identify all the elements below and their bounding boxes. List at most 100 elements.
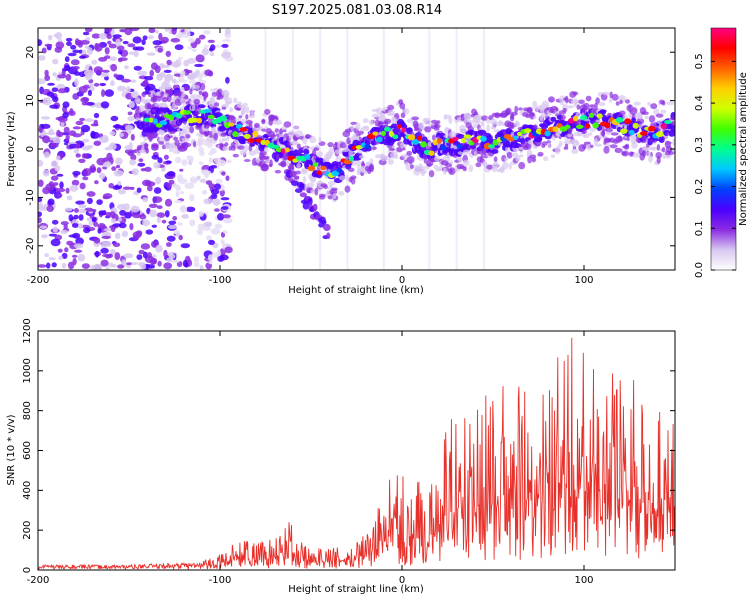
spectrogram-blob [98,32,108,40]
spectrogram-blob [166,59,172,66]
spectrogram-halo [598,101,606,107]
spectrogram-blob [140,168,147,172]
spectrogram-hotspot [624,118,632,125]
spectrogram-halo [448,117,453,125]
spectrogram-halo [302,136,308,145]
spectrogram-hotspot [401,127,406,133]
spectrogram-blob [111,166,117,171]
spectrogram-halo [313,147,320,152]
spectrogram-blob [65,187,70,194]
spectrogram-halo [212,126,216,134]
spectrogram-image [38,28,675,270]
spectrogram-hotspot [589,112,595,118]
spectrogram-hotspot [428,150,435,156]
spectrogram-halo [197,140,203,147]
spectrogram-blob [38,55,46,61]
spectrogram-halo [434,124,441,129]
snr-x-ticks: -200 -100 0 100 [27,331,594,586]
spectrogram-halo [242,102,248,107]
spectrogram-blob [142,251,148,259]
spectrogram-halo [585,95,592,102]
spectrogram-hotspot [284,147,290,153]
spectrogram-hotspot [580,115,588,121]
spectrogram-halo [220,132,228,137]
spectrogram-blob [42,169,50,177]
spectrogram-halo [670,116,675,121]
spectrogram-halo [608,98,613,103]
spectrogram-blob [153,89,161,92]
spectrogram-blob [152,40,163,46]
spectrogram-blob [50,142,59,148]
spectrogram-hotspot [396,124,403,129]
spectrogram-blob [74,71,81,76]
spectrogram-blob [101,89,106,97]
spectrogram-halo [436,120,441,124]
spectrogram-hotspot [460,138,467,143]
spectrogram-blob [118,189,126,195]
spectrogram-halo [179,98,188,104]
spectrogram-halo [543,104,550,108]
spectrogram-blob [100,247,109,254]
spectrogram-halo [581,128,587,134]
spectrogram-blob [148,203,158,208]
spectrogram-halo [181,137,190,143]
spectrogram-halo [406,118,412,124]
spectrogram-halo [625,143,629,147]
spectrogram-halo [480,120,485,127]
spectrogram-blob [224,246,233,254]
spectrogram-blob [164,84,172,90]
spectrogram-halo [468,164,474,173]
spectrogram-halo [609,144,618,149]
spectrogram-blob [40,116,51,120]
spectrogram-halo [341,147,350,153]
spectrogram-halo [237,145,246,150]
spectrogram-branch [294,175,300,180]
spectrogram-core [197,104,206,109]
spectrogram-branch [312,203,318,212]
spectrogram-blob [132,36,142,44]
spectrogram-blob [52,226,58,233]
spectrogram-hotspot [228,122,235,127]
spectrogram-blob [207,254,214,262]
spectrogram-blob [158,32,163,41]
spectrogram-blob [129,223,134,231]
spectrogram-y-tick-label: 10 [25,94,36,107]
spectrogram-blob [75,153,81,158]
spectrogram-blob [189,219,196,227]
spectrogram-blob [159,72,166,78]
spectrogram-hotspot [316,170,323,175]
spectrogram-blob [100,241,108,250]
spectrogram-halo [486,124,490,133]
spectrogram-blob [124,212,132,219]
spectrogram-blob [44,69,49,77]
spectrogram-blob [60,229,69,235]
spectrogram-blob [66,195,73,201]
spectrogram-halo [462,159,470,166]
spectrogram-blob [65,37,73,42]
spectrogram-core [214,112,223,118]
spectrogram-blob [222,39,232,42]
spectrogram-halo [518,154,524,158]
spectrogram-halo [318,193,326,198]
spectrogram-hotspot [208,114,215,120]
spectrogram-halo [198,90,203,96]
spectrogram-halo [647,151,651,156]
spectrogram-blob [108,183,114,189]
spectrogram-hotspot [628,129,635,136]
spectrogram-halo [636,118,645,125]
spectrogram-blob [44,253,49,258]
spectrogram-blob [102,157,109,163]
spectrogram-blob [112,264,117,268]
spectrogram-blob [97,223,106,230]
spectrogram-halo [350,121,358,125]
spectrogram-halo [603,146,610,154]
spectrogram-blob [132,213,142,219]
spectrogram-blob [38,217,42,224]
spectrogram-blob [140,263,147,270]
spectrogram-hotspot [572,115,579,122]
spectrogram-x-tick-label: -100 [209,275,232,286]
spectrogram-blob [163,69,172,73]
spectrogram-halo [532,100,538,109]
spectrogram-blob [166,182,172,189]
spectrogram-hotspot [596,113,603,119]
